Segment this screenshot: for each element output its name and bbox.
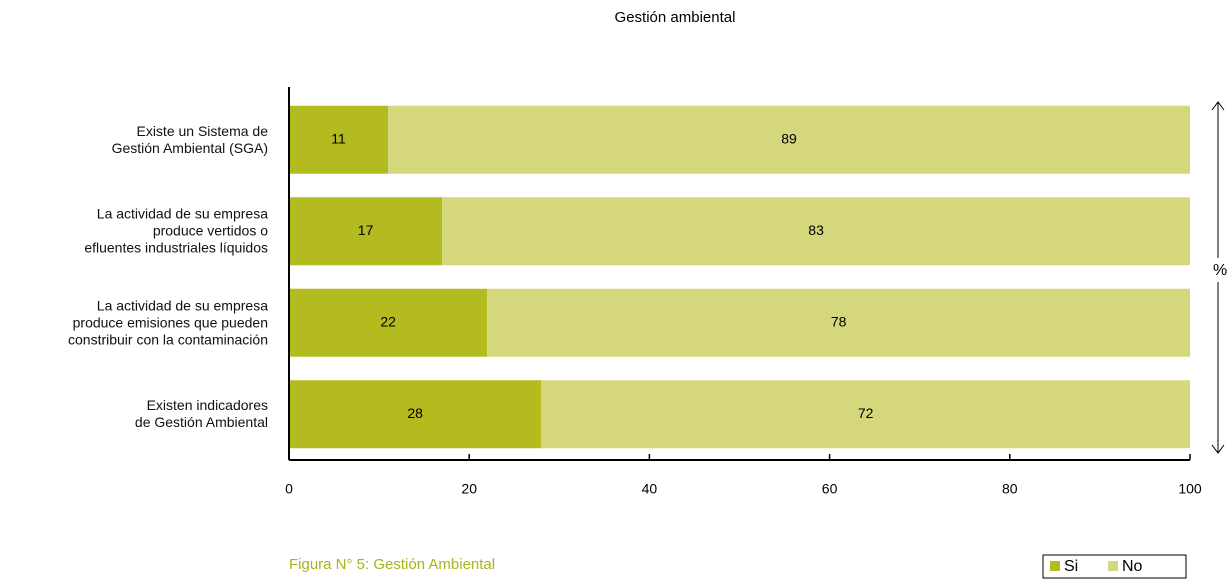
data-label: 28: [407, 405, 423, 421]
category-label: Existe un Sistema de Gestión Ambiental (…: [111, 122, 268, 156]
legend-swatch: [1108, 561, 1118, 571]
chart-title: Gestión ambiental: [615, 9, 736, 26]
legend-box: [1042, 554, 1187, 579]
caption: Figura N° 5: Gestión Ambiental: [289, 556, 495, 573]
x-tick-label: 80: [1002, 481, 1018, 497]
data-label: 78: [831, 313, 847, 329]
axis-label: %: [1213, 262, 1227, 279]
data-label: 72: [858, 405, 874, 421]
bar: [289, 288, 488, 357]
x-tick-label: 0: [285, 481, 293, 497]
category-label: La actividad de su empresa produce verti…: [84, 205, 268, 256]
data-label: 22: [380, 313, 396, 329]
bar: [289, 380, 542, 449]
bar: [289, 197, 443, 266]
bar: [442, 197, 1190, 266]
x-tick-label: 20: [461, 481, 477, 497]
label-bg: [1208, 258, 1229, 282]
bar: [388, 105, 1190, 174]
legend-swatch: [1050, 561, 1060, 571]
legend-label: Si: [1064, 558, 1078, 575]
bar: [289, 105, 389, 174]
x-tick-label: 60: [822, 481, 838, 497]
data-label: 89: [781, 130, 797, 146]
x-tick-label: 40: [642, 481, 658, 497]
data-label: 83: [808, 222, 824, 238]
x-tick-label: 100: [1178, 481, 1202, 497]
category-label: Existen indicadores de Gestión Ambiental: [134, 397, 268, 431]
category-label: La actividad de su empresa produce emisi…: [68, 297, 268, 348]
data-label: 17: [358, 222, 374, 238]
bar: [487, 288, 1191, 357]
data-label: 11: [331, 130, 346, 146]
arrow-heads: [1211, 101, 1225, 454]
bar: [541, 380, 1190, 449]
legend-label: No: [1122, 558, 1143, 575]
